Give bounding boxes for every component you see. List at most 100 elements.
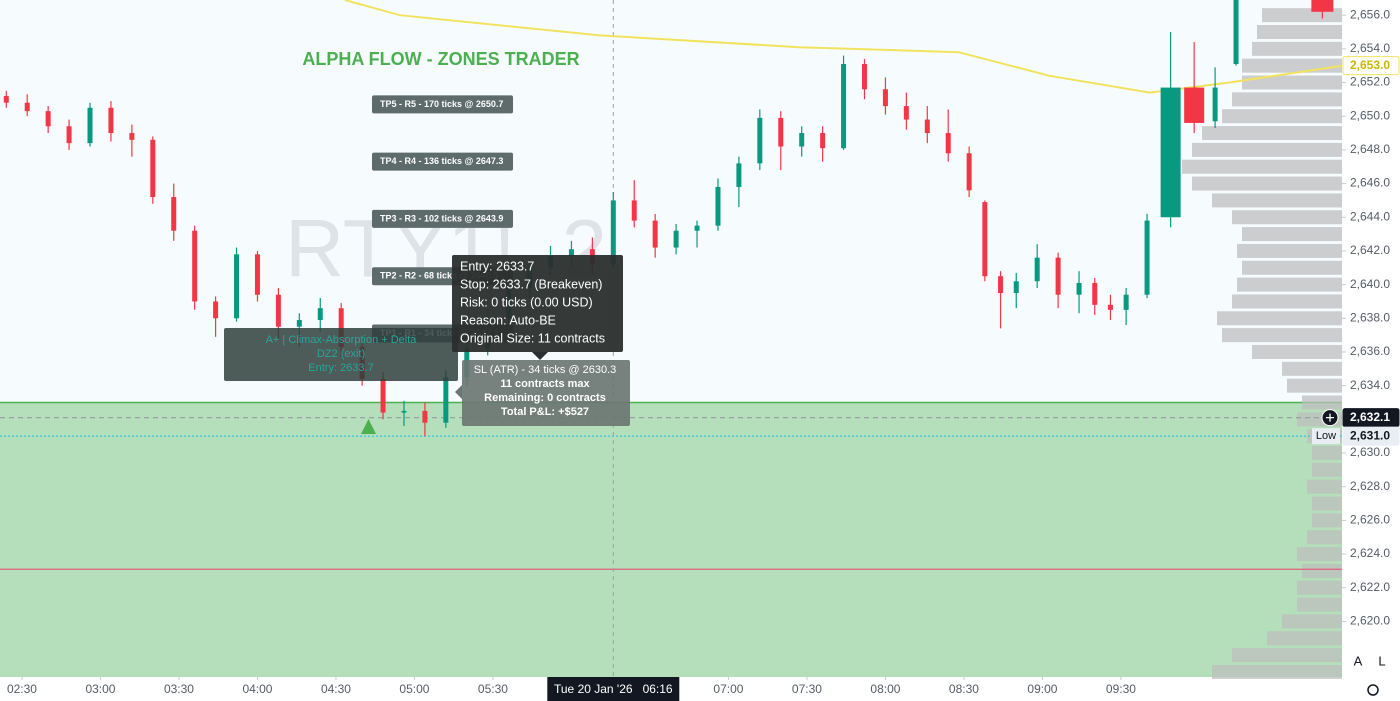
price-tag-extra: Low: [1316, 430, 1336, 442]
candle-body: [924, 119, 930, 134]
tooltip-line: Reason: Auto-BE: [460, 313, 556, 327]
volume-profile-bar: [1312, 496, 1342, 511]
y-tick-label: 2,640.0: [1350, 277, 1390, 291]
volume-profile-bar: [1182, 159, 1342, 174]
price-axis-background: [1342, 0, 1400, 701]
y-tick-label: 2,648.0: [1350, 142, 1390, 156]
x-tick-label: 09:30: [1106, 682, 1136, 696]
volume-profile-bar: [1222, 109, 1342, 124]
candle-body: [799, 133, 805, 147]
volume-profile-bar: [1307, 530, 1342, 545]
volume-profile-bar: [1242, 260, 1342, 275]
entry-box-line: A+ | Climax-Absorption + Delta: [266, 334, 418, 346]
sl-box-line: 11 contracts max: [500, 378, 590, 390]
y-tick-label: 2,644.0: [1350, 209, 1390, 223]
candle-body: [171, 197, 177, 231]
candle-body: [841, 63, 847, 149]
volume-profile-bar: [1237, 277, 1342, 292]
price-tag-extra-box: [1312, 428, 1340, 445]
candle-body: [652, 220, 658, 248]
candle-body: [945, 133, 951, 154]
x-tick-label: 04:00: [242, 682, 272, 696]
volume-profile-bar: [1212, 664, 1342, 679]
candle-body: [401, 410, 407, 413]
tp-label-box: [372, 209, 513, 228]
volume-profile-bar: [1232, 294, 1342, 309]
candle-body: [1034, 257, 1040, 282]
y-tick-label: 2,626.0: [1350, 513, 1390, 527]
x-tick-label: 08:00: [870, 682, 900, 696]
moving-average: [344, 0, 1343, 94]
candle-body: [213, 301, 219, 319]
y-tick-label: 2,622.0: [1350, 580, 1390, 594]
entry-box-line: DZ2 (exit): [317, 348, 365, 360]
candle-body: [998, 276, 1004, 294]
candle-body: [715, 186, 721, 226]
volume-profile-bar: [1297, 547, 1342, 562]
scale-button[interactable]: [1372, 652, 1392, 672]
y-tick-label: 2,652.0: [1350, 75, 1390, 89]
candle-body: [1092, 282, 1098, 305]
candle-body: [338, 308, 344, 347]
volume-profile-bar: [1267, 631, 1342, 646]
candle-body: [380, 378, 386, 413]
entry-box: [224, 328, 458, 381]
volume-profile-bar: [1222, 328, 1342, 343]
front-layer: ALPHA FLOW - ZONES TRADER TP5 - R5 - 170 …: [224, 49, 1400, 701]
candle-body: [1055, 257, 1061, 295]
candle-body: [757, 117, 763, 164]
y-tick-label: 2,624.0: [1350, 546, 1390, 560]
candle-body: [24, 102, 30, 112]
volume-profile-bar: [1312, 446, 1342, 461]
settings-button[interactable]: [1367, 684, 1379, 696]
volume-profile-bar: [1242, 227, 1342, 242]
volume-profile-bar: [1257, 24, 1342, 39]
candle-body: [87, 107, 93, 144]
volume-profile-bar: [1232, 210, 1342, 225]
tp-label-box: [372, 152, 513, 171]
main-layer: 2,620.0 2,622.0 2,624.0 2,626.0 2,628.0 2,630…: [3, 0, 1390, 696]
candle-body: [1233, 0, 1239, 64]
candle-body: [254, 254, 260, 295]
scale-button-label[interactable]: L: [1378, 653, 1385, 668]
candle-body: [1107, 304, 1113, 310]
volume-profile-bar: [1297, 580, 1342, 595]
candle-body: [861, 63, 867, 90]
scale-button-label[interactable]: A: [1354, 653, 1363, 668]
tp-label-text: TP5 - R5 - 170 ticks @ 2650.7: [380, 99, 503, 109]
candle-body: [736, 163, 742, 187]
candle-body: [1212, 87, 1218, 122]
volume-profile-bar: [1282, 361, 1342, 376]
volume-profile-bar: [1282, 614, 1342, 629]
volume-profile-bar: [1242, 75, 1342, 90]
candle-body: [3, 95, 9, 103]
sl-box-line: Remaining: 0 contracts: [484, 392, 606, 404]
volume-profile-bar: [1287, 378, 1342, 393]
candle-body: [1311, 0, 1334, 12]
demand-zone: [0, 402, 1342, 677]
sl-box-pointer: [455, 385, 462, 399]
tooltip-line: Stop: 2633.7 (Breakeven): [460, 277, 602, 291]
scale-button[interactable]: [1348, 652, 1368, 672]
candle-body: [234, 254, 240, 319]
volume-profile-bar: [1232, 648, 1342, 663]
price-tag-box: [1342, 56, 1400, 76]
y-tick-label: 2,654.0: [1350, 41, 1390, 55]
candle-body: [422, 410, 428, 423]
tp-label-text: TP3 - R3 - 102 ticks @ 2643.9: [380, 213, 503, 223]
y-tick-label: 2,638.0: [1350, 310, 1390, 324]
candle-body: [1123, 294, 1129, 310]
candle-body: [296, 319, 302, 327]
volume-profile-bar: [1252, 41, 1342, 56]
tooltip-line: Original Size: 11 contracts: [460, 331, 605, 345]
price-tag-label: 2,632.1: [1350, 410, 1390, 424]
volume-profile-bar: [1302, 395, 1342, 410]
entry-box-line: Entry: 2633.7: [308, 362, 373, 374]
y-tick-label: 2,636.0: [1350, 344, 1390, 358]
candle-body: [882, 89, 888, 107]
x-tick-label: 05:30: [478, 682, 508, 696]
candle-body: [192, 230, 198, 302]
y-tick-label: 2,646.0: [1350, 176, 1390, 190]
volume-profile-bar: [1312, 513, 1342, 528]
price-tag-box: [1342, 426, 1400, 446]
